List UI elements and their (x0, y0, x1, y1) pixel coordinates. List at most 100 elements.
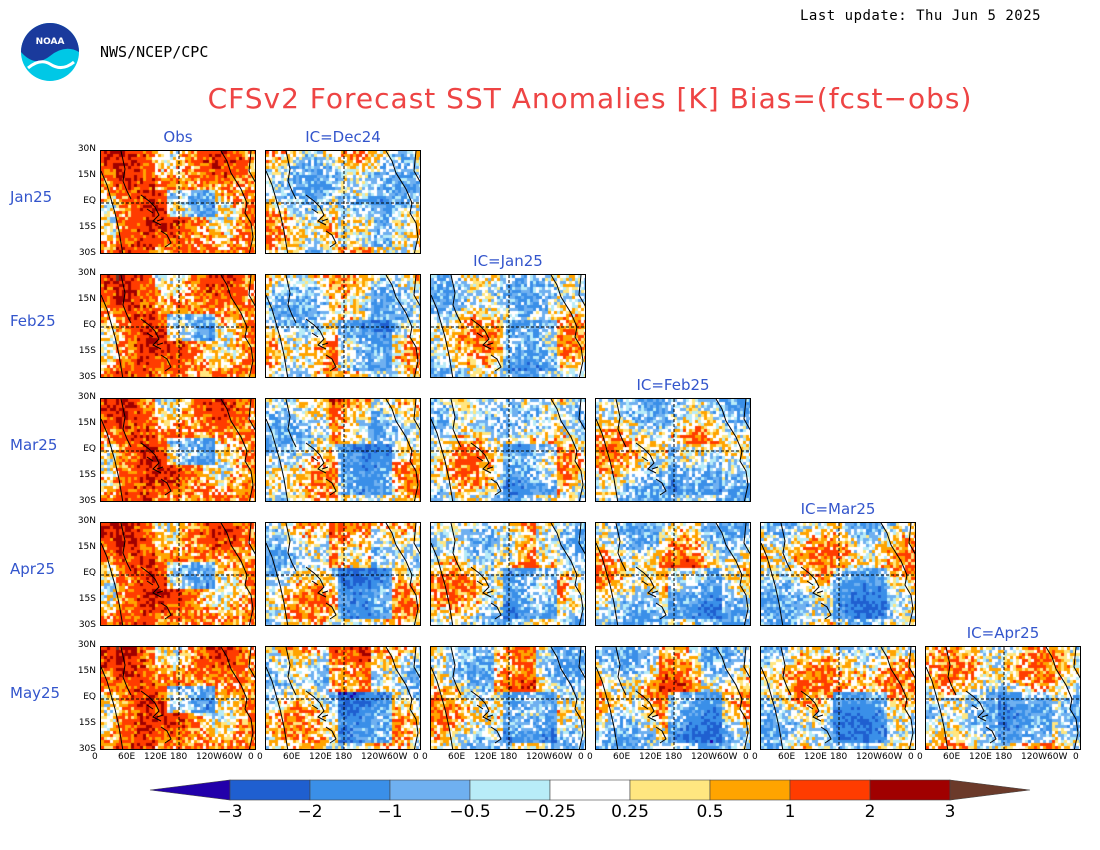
obs-map-panel (100, 398, 256, 502)
x-tick-label: 60W (222, 752, 243, 762)
y-tick-label: 15N (77, 542, 96, 552)
noaa-logo-icon: NOAA (21, 23, 79, 81)
y-tick-label: EQ (83, 568, 96, 578)
colorbar-tick-label: 1 (784, 802, 796, 822)
y-tick-label: EQ (83, 320, 96, 330)
forecast-map-panel (265, 150, 421, 254)
coastline (635, 566, 657, 598)
colorbar-tick-label: 3 (944, 802, 956, 822)
forecast-map-panel (430, 522, 586, 626)
row-label: Apr25 (10, 560, 56, 578)
noaa-logo-text: NOAA (36, 37, 65, 47)
coastline (635, 442, 657, 474)
coastline (450, 399, 462, 448)
x-tick-label: 0 (587, 752, 593, 762)
coastline (311, 704, 337, 744)
coastline (146, 456, 172, 496)
forecast-map-panel (595, 398, 751, 502)
coastline (615, 399, 627, 448)
coastline (615, 523, 627, 572)
colorbar-segment (709, 779, 791, 801)
obs-map-panel (100, 522, 256, 626)
x-tick-label: 180 (995, 752, 1013, 762)
x-tick-label: 60W (882, 752, 903, 762)
coastline (140, 194, 162, 226)
colorbar-segment (389, 779, 471, 801)
coastline (285, 399, 297, 448)
y-tick-label: 15S (78, 718, 96, 728)
colorbar-tick-label: 0.5 (696, 802, 724, 822)
coastline (311, 208, 337, 248)
colorbar-tick-label: −1 (377, 802, 403, 822)
coastline (413, 275, 420, 307)
y-tick-label: EQ (83, 444, 96, 454)
x-tick-label: 120E (639, 752, 662, 762)
x-tick-label: 60E (448, 752, 466, 762)
coastline (140, 690, 162, 722)
x-tick-label: 0 (908, 752, 914, 762)
coastline (248, 275, 255, 307)
column-label: IC=Feb25 (636, 376, 710, 394)
colorbar-segment (469, 779, 551, 801)
coastline (311, 456, 337, 496)
x-tick-label: 0 (578, 752, 584, 762)
coastline (431, 294, 454, 377)
coastline (266, 542, 289, 625)
obs-map-panel (100, 274, 256, 378)
x-tick-label: 60E (613, 752, 631, 762)
coastline (266, 418, 289, 501)
coastline (800, 566, 822, 598)
coastline (266, 294, 289, 377)
coastline (641, 580, 667, 620)
coastline (476, 332, 502, 372)
coastline (248, 647, 255, 679)
forecast-map-panel (595, 522, 751, 626)
x-tick-label: 180 (500, 752, 518, 762)
colorbar-tick-label: 2 (864, 802, 876, 822)
x-tick-label: 60E (943, 752, 961, 762)
coastline (285, 275, 297, 324)
x-tick-label: 0 (413, 752, 419, 762)
coastline (431, 542, 454, 625)
coastline (743, 523, 750, 555)
coastline (120, 523, 132, 572)
x-tick-label: 180 (335, 752, 353, 762)
coastline (413, 399, 420, 431)
coastline (431, 418, 454, 501)
coastline (596, 666, 619, 749)
coastline (780, 647, 792, 696)
colorbar-segment (629, 779, 711, 801)
y-tick-label: 30N (77, 268, 96, 278)
coastline (305, 318, 327, 350)
coastline (596, 542, 619, 625)
coastline (596, 418, 619, 501)
chart-title: CFSv2 Forecast SST Anomalies [K] Bias=(f… (207, 82, 973, 115)
forecast-map-panel (265, 522, 421, 626)
y-tick-label: 30N (77, 516, 96, 526)
y-tick-label: 15S (78, 594, 96, 604)
coastline (578, 523, 585, 555)
coastline (476, 704, 502, 744)
coastline (305, 566, 327, 598)
row-label: Jan25 (10, 188, 53, 206)
coastline (470, 442, 492, 474)
coastline (743, 399, 750, 431)
coastline (450, 523, 462, 572)
y-tick-label: 30S (78, 248, 96, 258)
forecast-map-panel (265, 646, 421, 750)
x-tick-label: 120W (196, 752, 223, 762)
x-tick-label: 120E (804, 752, 827, 762)
coastline (140, 442, 162, 474)
coastline (450, 647, 462, 696)
coastline (470, 318, 492, 350)
coastline (120, 151, 132, 200)
coastline (761, 542, 784, 625)
coastline (248, 523, 255, 555)
forecast-map-panel (760, 646, 916, 750)
row-label: Feb25 (10, 312, 56, 330)
y-tick-label: 30S (78, 620, 96, 630)
last-update-text: Last update: Thu Jun 5 2025 (800, 8, 1042, 24)
coastline (945, 647, 957, 696)
coastline (305, 194, 327, 226)
coastline (578, 647, 585, 679)
